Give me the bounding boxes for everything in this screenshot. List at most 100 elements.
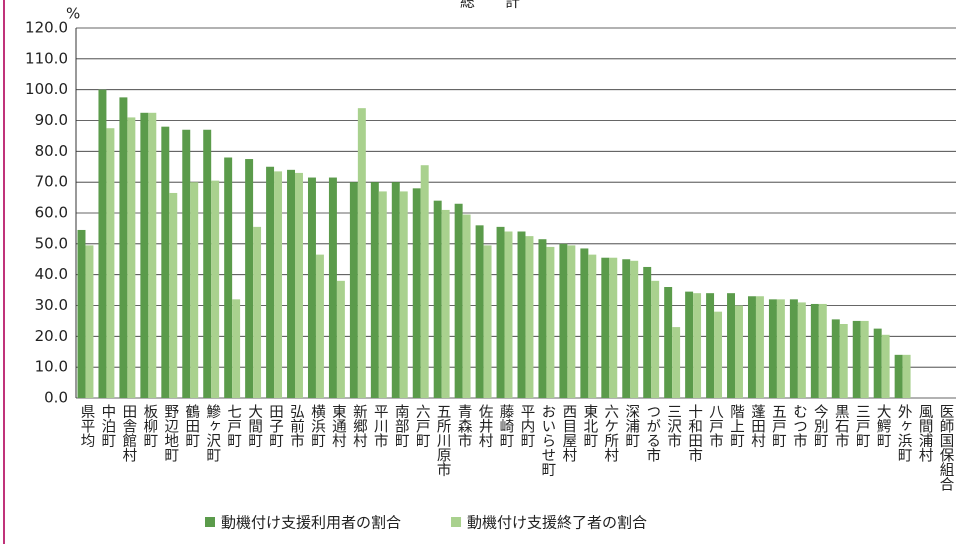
bar (714, 311, 723, 398)
x-tick-label: 黒石市 (833, 404, 849, 448)
y-tick-label: 20.0 (35, 327, 68, 345)
chart-title: 総 計 (460, 0, 520, 11)
bar (664, 287, 673, 398)
bar (399, 191, 408, 398)
bar (245, 159, 254, 398)
x-tick-label: 東通村 (330, 404, 346, 448)
legend-label: 動機付け支援利用者の割合 (221, 514, 401, 532)
bar (651, 280, 660, 398)
bar (504, 231, 513, 398)
x-tick-label: 弘前市 (288, 404, 304, 448)
bar (525, 236, 534, 398)
bar (580, 248, 589, 398)
x-tick-label: むつ市 (791, 404, 807, 448)
x-tick-label: 風間浦村 (917, 404, 933, 462)
x-tick-label: 平内町 (518, 404, 534, 448)
bar (776, 299, 785, 398)
y-tick-label: 30.0 (35, 296, 68, 314)
bar (852, 320, 861, 398)
y-tick-label: 120.0 (25, 19, 68, 37)
x-tick-label: 蓬田村 (749, 404, 765, 448)
y-tick-label: 50.0 (35, 234, 68, 252)
bar (643, 266, 652, 398)
bar (391, 182, 400, 398)
bar (328, 177, 337, 398)
bar (735, 305, 743, 398)
legend-swatch (205, 517, 215, 527)
bar (517, 231, 526, 398)
bar (622, 259, 631, 398)
bar (357, 108, 366, 399)
y-tick-label: 0.0 (44, 389, 68, 407)
x-tick-label: 新郷村 (351, 404, 367, 448)
bar (588, 254, 597, 398)
x-tick-label: 藤崎町 (498, 404, 514, 448)
bar (412, 188, 421, 398)
bar (706, 293, 715, 398)
bar (106, 128, 115, 399)
bar (182, 129, 191, 398)
y-tick-label: 110.0 (25, 49, 68, 67)
bar (295, 172, 303, 398)
x-tick-label: 大鰐町 (875, 404, 891, 448)
y-tick-label: 70.0 (35, 173, 68, 191)
bar (203, 129, 212, 398)
x-tick-label: 鰺ヶ沢町 (204, 404, 220, 463)
x-tick-label: 板柳町 (141, 403, 157, 448)
bar (559, 243, 568, 398)
y-tick-label: 10.0 (35, 358, 68, 376)
bar (127, 117, 136, 399)
x-tick-label: 大間町 (246, 404, 262, 448)
bar (224, 157, 233, 398)
x-tick-label: 階上町 (728, 404, 744, 448)
bar (336, 280, 345, 398)
x-tick-label: 西目屋村 (560, 404, 576, 462)
bar (454, 203, 463, 398)
bar (567, 245, 576, 398)
bar (768, 299, 777, 398)
bar (232, 299, 241, 398)
x-tick-label: 平川市 (372, 404, 388, 448)
bar (161, 126, 170, 399)
bar (475, 225, 484, 398)
bar (85, 245, 94, 398)
bar (148, 112, 157, 399)
bar (810, 303, 819, 398)
x-tick-label: つがる市 (644, 404, 660, 462)
bar (274, 171, 283, 398)
x-tick-label: 三沢市 (665, 404, 681, 448)
x-tick-label: 七戸町 (225, 404, 241, 448)
bar (98, 89, 107, 399)
x-tick-label: 県平均 (78, 404, 94, 449)
x-tick-label: 五戸町 (770, 404, 786, 448)
x-tick-label: 六ケ所村 (602, 404, 618, 463)
y-tick-label: 80.0 (35, 142, 68, 160)
bar (630, 260, 639, 398)
x-tick-label: 田舎館村 (120, 404, 136, 462)
x-tick-label: 中泊町 (99, 404, 115, 448)
bar (685, 291, 694, 398)
x-tick-label: 野辺地町 (162, 404, 178, 463)
y-unit: % (66, 5, 80, 23)
x-tick-label: 今別町 (812, 404, 828, 448)
bar (169, 192, 178, 398)
bar (441, 209, 450, 398)
x-tick-label: 医師国保組合 (938, 404, 954, 491)
x-tick-label: 五所川原市 (435, 404, 451, 477)
bar (789, 299, 798, 398)
bar (119, 97, 128, 398)
bar (370, 182, 379, 398)
bar (818, 303, 827, 398)
x-tick-label: 東北町 (581, 404, 597, 448)
x-tick-label: 青森市 (456, 404, 472, 448)
bar (755, 296, 764, 398)
bar (266, 166, 275, 398)
x-tick-label: 佐井村 (477, 404, 493, 448)
y-tick-label: 40.0 (35, 265, 68, 283)
legend-swatch (451, 517, 462, 527)
x-tick-label: おいらせ町 (539, 404, 555, 477)
bar (496, 226, 505, 398)
bar (462, 214, 471, 398)
bar (601, 257, 610, 398)
